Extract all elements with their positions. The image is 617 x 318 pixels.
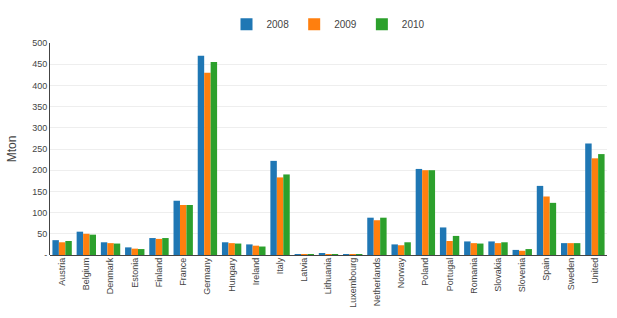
svg-text:-: -	[44, 250, 47, 260]
svg-text:2010: 2010	[402, 19, 425, 30]
svg-text:50: 50	[37, 229, 47, 239]
svg-text:Spain: Spain	[541, 258, 551, 281]
svg-text:Romania: Romania	[469, 258, 479, 294]
svg-text:Finland: Finland	[154, 258, 164, 288]
svg-text:Slovenia: Slovenia	[517, 258, 527, 293]
svg-text:Germany: Germany	[202, 257, 212, 295]
svg-text:France: France	[178, 258, 188, 286]
svg-text:Austria: Austria	[57, 258, 67, 286]
svg-text:Estonia: Estonia	[130, 258, 140, 288]
svg-text:Denmark: Denmark	[105, 257, 115, 294]
svg-text:100: 100	[32, 208, 47, 218]
svg-text:500: 500	[32, 38, 47, 48]
svg-text:Netherlands: Netherlands	[372, 257, 382, 306]
svg-text:Ireland: Ireland	[251, 258, 261, 286]
svg-text:Mton: Mton	[5, 136, 19, 163]
svg-text:Latvia: Latvia	[299, 258, 309, 282]
svg-text:Poland: Poland	[420, 258, 430, 286]
svg-text:2008: 2008	[267, 19, 290, 30]
svg-text:200: 200	[32, 165, 47, 175]
svg-text:400: 400	[32, 81, 47, 91]
svg-text:Lithuania: Lithuania	[323, 258, 333, 295]
svg-text:Sweden: Sweden	[566, 258, 576, 291]
svg-text:150: 150	[32, 187, 47, 197]
svg-text:250: 250	[32, 144, 47, 154]
svg-text:300: 300	[32, 123, 47, 133]
svg-text:450: 450	[32, 59, 47, 69]
svg-text:2009: 2009	[334, 19, 357, 30]
svg-text:350: 350	[32, 102, 47, 112]
svg-text:United: United	[590, 258, 600, 284]
svg-text:Slovakia: Slovakia	[493, 258, 503, 292]
svg-text:Luxembourg: Luxembourg	[348, 258, 358, 308]
svg-text:Hungary: Hungary	[227, 257, 237, 292]
svg-text:Portugal: Portugal	[445, 258, 455, 292]
svg-text:Italy: Italy	[275, 257, 285, 274]
svg-text:Norway: Norway	[396, 257, 406, 288]
svg-text:Belgium: Belgium	[81, 258, 91, 291]
